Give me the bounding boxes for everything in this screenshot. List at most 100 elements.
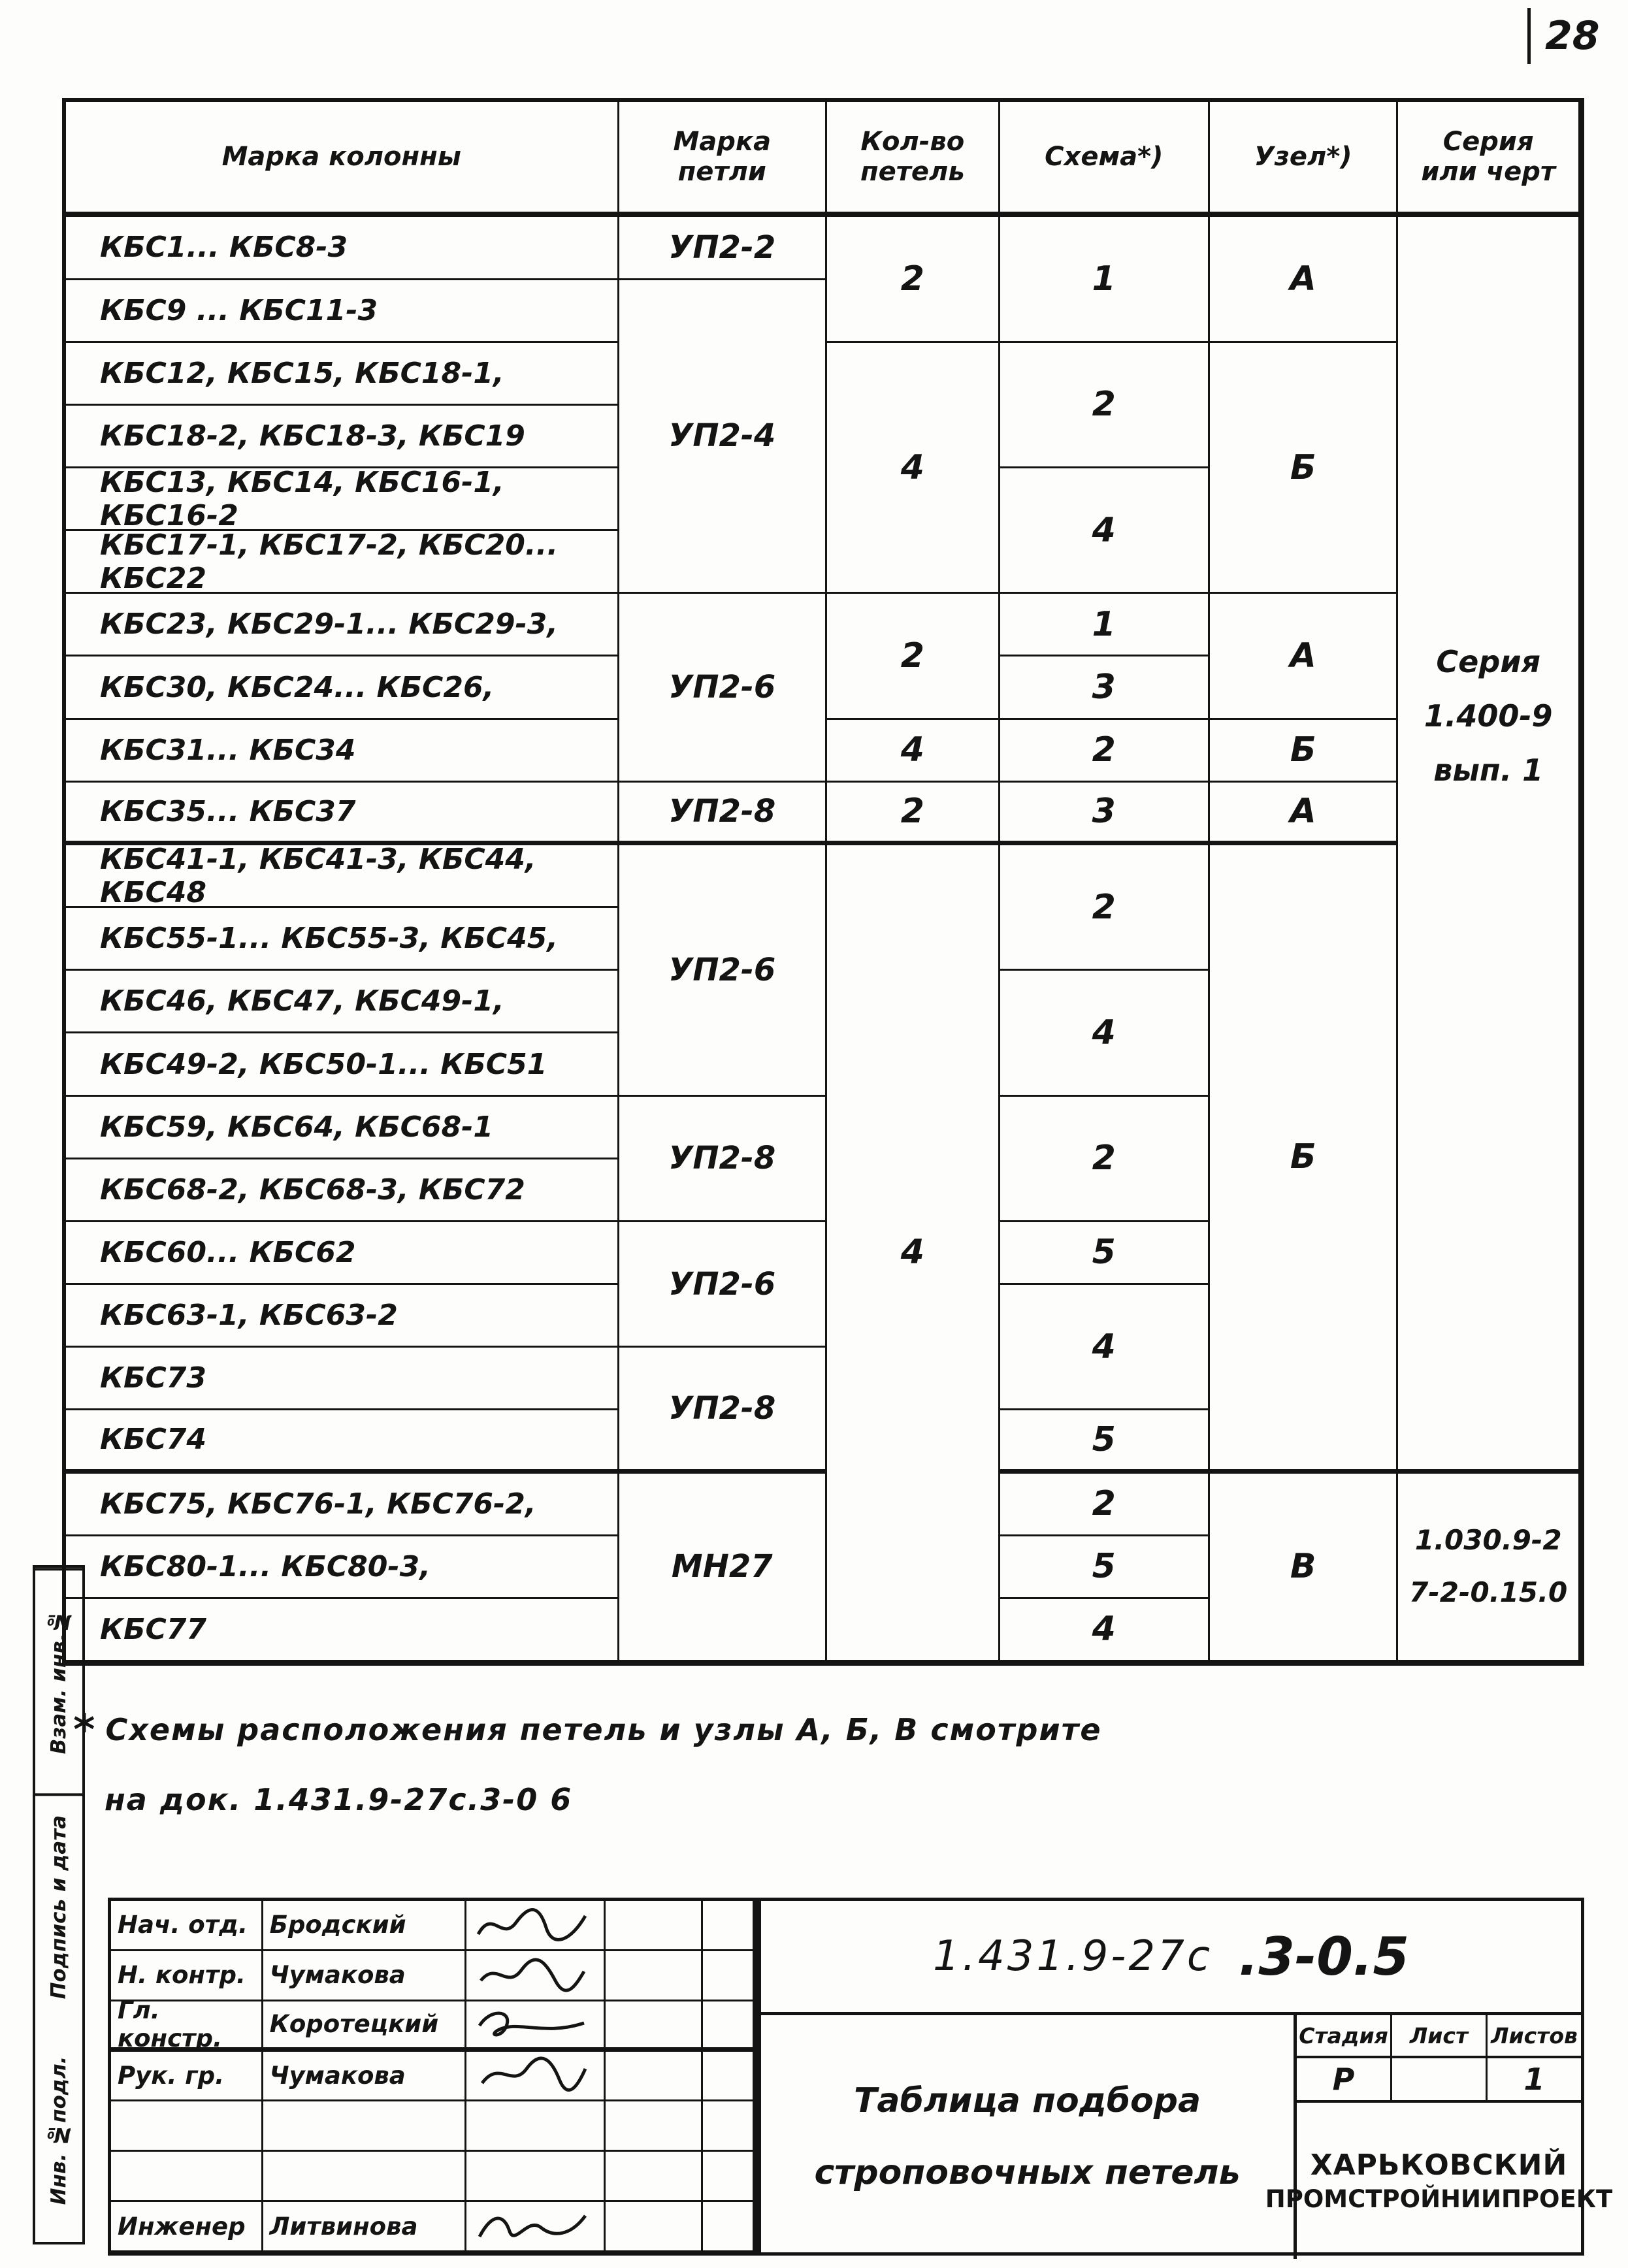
org-line1: ХАРЬКОВСКИЙ: [1310, 2148, 1568, 2182]
empty-cell: [606, 2101, 703, 2152]
scheme-cell: 3: [1000, 656, 1210, 720]
empty-cell: [466, 2101, 606, 2152]
role-label: Рук. гр.: [111, 2051, 263, 2102]
node-cell: Б: [1209, 845, 1399, 1474]
role-label: Н. контр.: [111, 1951, 263, 2001]
col-mark-cell: КБС68-2, КБС68-3, КБС72: [66, 1159, 619, 1222]
scheme-cell: 2: [1000, 1096, 1210, 1222]
margin-label-vzam: Взам. инв.№: [35, 1568, 82, 1794]
empty-cell: [702, 2051, 755, 2102]
scheme-cell: 3: [1000, 782, 1210, 845]
loop-count-cell: 4: [826, 719, 1000, 783]
scheme-cell: 1: [1000, 594, 1210, 657]
loop-mark-cell: УП2-8: [619, 1348, 827, 1474]
loop-count-cell: 4: [826, 342, 1000, 594]
person-name: [263, 2152, 467, 2203]
node-cell: В: [1209, 1473, 1399, 1662]
scheme-cell: 5: [1000, 1536, 1210, 1599]
doc-number-suffix: .3-0.5: [1239, 1926, 1409, 1987]
series-cell: Серия 1.400-9 вып. 1: [1398, 217, 1580, 1474]
empty-cell: [466, 2152, 606, 2203]
header-loop-mark: Марка петли: [619, 102, 827, 218]
stage-label: Стадия: [1297, 2015, 1392, 2056]
title-block: Нач. отд. Бродский Н. контр. Чумакова Гл…: [108, 1898, 1612, 2259]
main-table: Марка колонны Марка петли Кол-во петель …: [62, 98, 1584, 1666]
org-line2: ПРОМСТРОЙНИИПРОЕКТ: [1265, 2185, 1613, 2214]
margin-strip: Взам. инв.№ Подпись и дата Инв. №подл.: [33, 1565, 85, 2244]
col-mark-cell: КБС35... КБС37: [66, 782, 619, 845]
col-mark-cell: КБС46, КБС47, КБС49-1,: [66, 971, 619, 1034]
signature-icon: [466, 2202, 606, 2252]
col-mark-cell: КБС12, КБС15, КБС18-1,: [66, 342, 619, 406]
loop-mark-cell: УП2-8: [619, 782, 827, 845]
col-mark-cell: КБС13, КБС14, КБС16-1, КБС16-2: [66, 468, 619, 532]
col-mark-cell: КБС75, КБС76-1, КБС76-2,: [66, 1473, 619, 1536]
header-node: Узел*): [1209, 102, 1399, 218]
col-mark-cell: КБС17-1, КБС17-2, КБС20... КБС22: [66, 531, 619, 594]
col-mark-cell: КБС9 ... КБС11-3: [66, 280, 619, 343]
scheme-cell: 2: [1000, 342, 1210, 468]
footnote-line2: на док. 1.431.9-27с.3-0 6: [105, 1782, 573, 1817]
scheme-cell: 5: [1000, 1410, 1210, 1474]
sheet-label: Лист: [1392, 2015, 1488, 2056]
title-block-right: 1.431.9-27с .3-0.5 Таблица подбора строп…: [758, 1898, 1612, 2259]
person-name: Бродский: [263, 1901, 467, 1951]
role-label: [111, 2101, 263, 2152]
loop-count-cell: 2: [826, 217, 1000, 343]
person-name: Чумакова: [263, 2051, 467, 2102]
col-mark-cell: КБС55-1... КБС55-3, КБС45,: [66, 908, 619, 971]
empty-cell: [606, 2152, 703, 2203]
col-mark-cell: КБС41-1, КБС41-3, КБС44, КБС48: [66, 845, 619, 909]
footnote: * Схемы расположения петель и узлы А, Б, …: [73, 1706, 1380, 1817]
header-series: Серия или черт: [1398, 102, 1580, 218]
scheme-cell: 4: [1000, 1598, 1210, 1662]
empty-cell: [606, 1901, 703, 1951]
signature-icon: [466, 2001, 606, 2052]
series-cell: 1.030.9-2 7-2-0.15.0: [1398, 1473, 1580, 1662]
signature-icon: [466, 2051, 606, 2102]
sheets-label: Листов: [1491, 2022, 1578, 2049]
node-cell: Б: [1209, 342, 1399, 594]
empty-cell: [702, 2101, 755, 2152]
role-label: Инженер: [111, 2202, 263, 2252]
node-cell: А: [1209, 594, 1399, 720]
person-name: Коротецкий: [263, 2001, 467, 2052]
empty-cell: [702, 2152, 755, 2203]
empty-cell: [702, 1951, 755, 2001]
col-mark-cell: КБС23, КБС29-1... КБС29-3,: [66, 594, 619, 657]
loop-mark-cell: УП2-2: [619, 217, 827, 280]
col-mark-cell: КБС74: [66, 1410, 619, 1474]
header-loop-count: Кол-во петель: [826, 102, 1000, 218]
col-mark-cell: КБС80-1... КБС80-3,: [66, 1536, 619, 1599]
sheets-value: 1: [1523, 2062, 1545, 2097]
loop-mark-cell: УП2-4: [619, 280, 827, 594]
person-name: Чумакова: [263, 1951, 467, 2001]
scheme-cell: 2: [1000, 719, 1210, 783]
loop-mark-cell: МН27: [619, 1473, 827, 1662]
col-mark-cell: КБС77: [66, 1598, 619, 1662]
col-mark-cell: КБС18-2, КБС18-3, КБС19: [66, 405, 619, 468]
role-label: [111, 2152, 263, 2203]
stage-grid: Стадия Лист Листов Р 1 ХАРЬКОВСКИЙ ПРОМС…: [1265, 2015, 1612, 2259]
loop-mark-cell: УП2-6: [619, 1222, 827, 1348]
col-mark-cell: КБС60... КБС62: [66, 1222, 619, 1286]
col-mark-cell: КБС30, КБС24... КБС26,: [66, 656, 619, 720]
person-name: Литвинова: [263, 2202, 467, 2252]
page-number: 28: [1527, 8, 1600, 64]
col-mark-cell: КБС1... КБС8-3: [66, 217, 619, 280]
loop-mark-cell: УП2-6: [619, 594, 827, 783]
role-label: Нач. отд.: [111, 1901, 263, 1951]
signature-icon: [466, 1901, 606, 1951]
scheme-cell: 4: [1000, 971, 1210, 1097]
empty-cell: [702, 2202, 755, 2252]
empty-cell: [606, 2202, 703, 2252]
margin-label-inv: Инв. №подл.: [47, 2056, 71, 2205]
document-number: 1.431.9-27с .3-0.5: [761, 1901, 1581, 2015]
col-mark-cell: КБС73: [66, 1348, 619, 1411]
loop-count-cell: 4: [826, 845, 1000, 1662]
loop-mark-cell: УП2-6: [619, 845, 827, 1097]
node-cell: Б: [1209, 719, 1399, 783]
col-mark-cell: КБС63-1, КБС63-2: [66, 1285, 619, 1348]
header-scheme: Схема*): [1000, 102, 1210, 218]
